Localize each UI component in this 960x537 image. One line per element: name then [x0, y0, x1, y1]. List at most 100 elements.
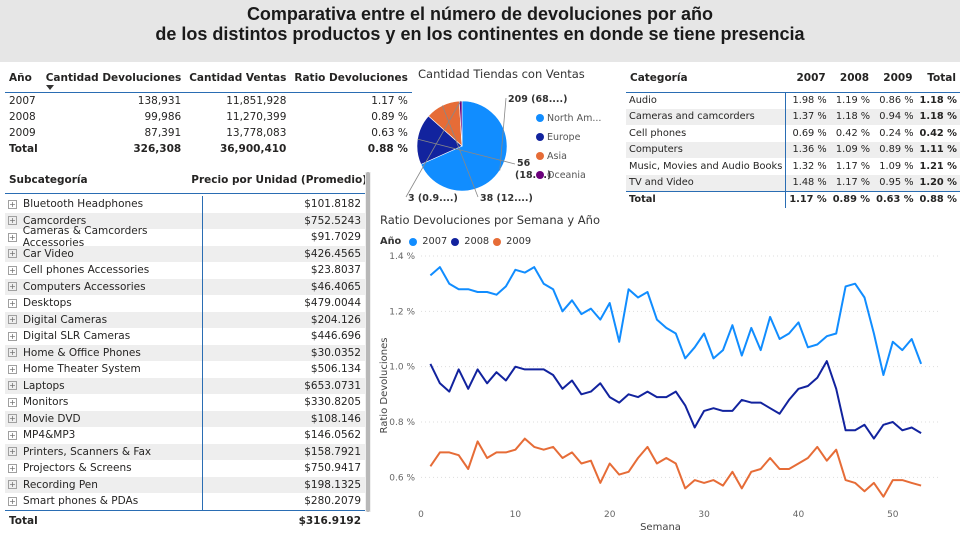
unit-price: $446.696	[310, 330, 361, 343]
table-row[interactable]: + Printers, Scanners & Fax $158.7921	[5, 443, 365, 460]
pie-legend-item[interactable]: Asia	[547, 151, 567, 162]
legend-item-2008[interactable]: 2008	[464, 236, 490, 247]
series-line-2007[interactable]	[429, 266, 923, 376]
expand-icon[interactable]: +	[8, 430, 17, 440]
unit-price: $752.5243	[304, 214, 361, 227]
expand-icon[interactable]: +	[8, 381, 17, 391]
table-row[interactable]: 2009 87,391 13,778,083 0.63 %	[9, 126, 408, 139]
table-row[interactable]: + Cameras & Camcorders Accessories $91.702…	[5, 225, 365, 249]
table-row[interactable]: + Computers Accessories $46.4065	[5, 278, 365, 295]
table-row[interactable]: 2008 99,986 11,270,399 0.89 %	[9, 110, 408, 123]
pie-data-label: 38 (12....)	[480, 193, 533, 204]
pie-data-label: (18....)	[515, 170, 551, 181]
table-row[interactable]: + Projectors & Screens $750.9417	[5, 460, 365, 477]
legend-item-2009[interactable]: 2009	[506, 236, 532, 247]
col-header-returns[interactable]: Cantidad Devoluciones	[42, 70, 186, 93]
col-header-2008[interactable]: 2008	[839, 72, 870, 84]
subcategory-table-body: + Bluetooth Headphones $101.8182 + Camcorder…	[5, 196, 365, 510]
table-row[interactable]: Cameras and camcorders 1.37 % 1.18 % 0.94 %…	[626, 108, 960, 125]
unit-price: $30.0352	[310, 346, 361, 359]
table-row[interactable]: + MP4&MP3 $146.0562	[5, 427, 365, 444]
expand-icon[interactable]: +	[8, 232, 17, 242]
sort-desc-icon[interactable]	[45, 85, 54, 90]
expand-icon[interactable]: +	[8, 249, 17, 259]
unit-price: $750.9417	[304, 462, 361, 475]
table-total-row: Total 1.17 % 0.89 % 0.63 % 0.88 %	[626, 190, 960, 208]
unit-price: $91.7029	[310, 231, 361, 244]
subcategory-name: Camcorders	[23, 214, 87, 227]
subcategory-name: Monitors	[23, 396, 69, 409]
col-header-ratio[interactable]: Ratio Devoluciones	[294, 72, 408, 84]
scrollbar-thumb[interactable]	[366, 172, 370, 512]
table-row[interactable]: + Home & Office Phones $30.0352	[5, 344, 365, 361]
series-line-2008[interactable]	[429, 360, 922, 440]
col-header-unit-price[interactable]: Precio por Unidad (Promedio)	[191, 174, 367, 186]
table-row[interactable]: + Digital SLR Cameras $446.696	[5, 328, 365, 345]
subcategory-name: Home & Office Phones	[23, 346, 141, 359]
subcategory-table: Subcategoría Precio por Unidad (Promedio…	[5, 172, 371, 530]
col-header-year[interactable]: Año	[9, 72, 32, 84]
table-row[interactable]: + Cell phones Accessories $23.8037	[5, 262, 365, 279]
col-header-sales[interactable]: Cantidad Ventas	[189, 72, 287, 84]
pie-legend-item[interactable]: Oceania	[547, 170, 586, 181]
series-line-2009[interactable]	[429, 437, 922, 498]
expand-icon[interactable]: +	[8, 199, 17, 209]
pie-leader-line	[417, 138, 516, 165]
unit-price: $330.8205	[304, 396, 361, 409]
legend-marker-2007	[409, 237, 418, 246]
subcategory-name: MP4&MP3	[23, 429, 76, 442]
expand-icon[interactable]: +	[8, 348, 17, 358]
unit-price: $280.2079	[304, 495, 361, 508]
x-tick-label: 20	[604, 510, 616, 520]
table-row[interactable]: + Recording Pen $198.1325	[5, 476, 365, 493]
table-row[interactable]: + Car Video $426.4565	[5, 245, 365, 262]
col-header-2009[interactable]: 2009	[883, 72, 913, 84]
expand-icon[interactable]: +	[8, 331, 17, 341]
col-header-subcategory[interactable]: Subcategoría	[9, 174, 88, 186]
pie-leader-line	[405, 100, 461, 198]
expand-icon[interactable]: +	[8, 447, 17, 457]
table-row[interactable]: + Bluetooth Headphones $101.8182	[5, 196, 365, 213]
unit-price: $479.0044	[304, 297, 361, 310]
table-row[interactable]: + Camcorders $752.5243	[5, 212, 365, 229]
subcategory-name: Bluetooth Headphones	[23, 198, 144, 211]
line-chart[interactable]: 0.6 % 0.8 % 1.0 % 1.2 % 1.4 % 0 10 20 30 40 50 Sema…	[375, 248, 950, 536]
table-row[interactable]: + Desktops $479.0044	[5, 295, 365, 312]
table-row[interactable]: + Monitors $330.8205	[5, 394, 365, 411]
col-header-total[interactable]: Total	[927, 72, 956, 84]
legend-item-2007[interactable]: 2007	[422, 236, 448, 247]
pie-legend-item[interactable]: Europe	[547, 132, 581, 143]
pie-data-label: 209 (68....)	[508, 94, 567, 105]
table-row[interactable]: TV and Video 1.48 % 1.17 % 0.95 % 1.20 %	[626, 174, 960, 191]
expand-icon[interactable]: +	[8, 216, 17, 226]
table-row[interactable]: + Laptops $653.0731	[5, 377, 365, 394]
expand-icon[interactable]: +	[8, 414, 17, 424]
table-row[interactable]: Music, Movies and Audio Books 1.32 % 1.17 …	[626, 158, 960, 175]
table-row[interactable]: + Home Theater System $506.134	[5, 361, 365, 378]
table-row[interactable]: 2007 138,931 11,851,928 1.17 %	[9, 94, 408, 107]
table-row[interactable]: Computers 1.36 % 1.09 % 0.89 % 1.11 %	[626, 141, 960, 158]
col-header-2007[interactable]: 2007	[796, 72, 826, 84]
pie-legend-item[interactable]: North Am...	[547, 113, 601, 124]
pie-chart[interactable]: 209 (68....) 56(18....) 38 (12....) 3 (0.9.…	[400, 84, 615, 209]
table-row[interactable]: + Digital Cameras $204.126	[5, 311, 365, 328]
table-row[interactable]: + Smart phones & PDAs $280.2079	[5, 493, 365, 510]
col-header-category[interactable]: Categoría	[630, 72, 688, 84]
subcategory-name: Desktops	[23, 297, 72, 310]
expand-icon[interactable]: +	[8, 265, 17, 275]
table-total-row: Total 326,308 36,900,410 0.88 %	[9, 142, 408, 155]
table-row[interactable]: Audio 1.98 % 1.19 % 0.86 % 1.18 %	[626, 92, 960, 109]
expand-icon[interactable]: +	[8, 480, 17, 490]
table-row[interactable]: Cell phones 0.69 % 0.42 % 0.24 % 0.42 %	[626, 125, 960, 142]
expand-icon[interactable]: +	[8, 463, 17, 473]
expand-icon[interactable]: +	[8, 364, 17, 374]
line-chart-title: Ratio Devoluciones por Semana y Año	[380, 213, 600, 227]
expand-icon[interactable]: +	[8, 496, 17, 506]
expand-icon[interactable]: +	[8, 315, 17, 325]
table-row[interactable]: + Movie DVD $108.146	[5, 410, 365, 427]
unit-price: $158.7921	[304, 445, 361, 458]
expand-icon[interactable]: +	[8, 282, 17, 292]
expand-icon[interactable]: +	[8, 298, 17, 308]
expand-icon[interactable]: +	[8, 397, 17, 407]
unit-price: $108.146	[310, 412, 361, 425]
